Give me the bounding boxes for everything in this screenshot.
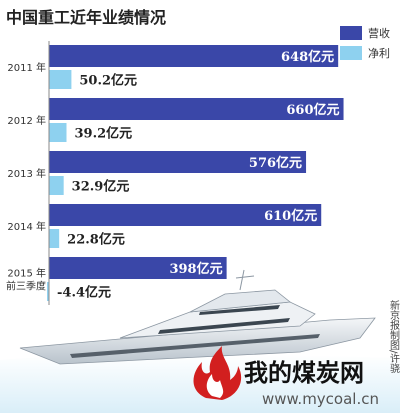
bar-revenue-1 [49, 98, 344, 120]
category-label-3: 2014 年 [7, 220, 46, 233]
legend: 营收 净利 [340, 26, 390, 60]
category-labels: 2011 年 2012 年 2013 年 2014 年 2015 年前三季度 [6, 61, 46, 293]
bar-revenue-4 [49, 257, 227, 279]
category-label-4: 2015 年前三季度 [6, 267, 46, 293]
bar-label-profit-4: -4.4亿元 [57, 285, 111, 301]
bar-profit-4 [47, 282, 50, 301]
bar-revenue-2 [49, 151, 307, 173]
category-label-2: 2013 年 [7, 167, 46, 180]
bar-profit-0 [49, 70, 72, 89]
bar-label-profit-1: 39.2亿元 [74, 126, 132, 142]
bar-label-revenue-2: 576亿元 [249, 155, 302, 171]
bar-profit-1 [49, 123, 67, 142]
category-label-0: 2011 年 [7, 61, 46, 74]
bar-label-revenue-3: 610亿元 [264, 208, 317, 224]
bar-profit-3 [49, 229, 60, 248]
bar-label-profit-0: 50.2亿元 [79, 73, 137, 89]
bar-revenue-0 [49, 45, 339, 67]
bar-revenue-3 [49, 204, 322, 226]
bar-profit-2 [49, 176, 64, 195]
bar-label-profit-2: 32.9亿元 [72, 179, 130, 195]
flame-icon [193, 346, 242, 400]
bar-label-profit-3: 22.8亿元 [67, 232, 125, 248]
bar-label-revenue-4: 398亿元 [169, 261, 222, 277]
watermark-url: www.mycoal.cn [262, 390, 379, 408]
bar-label-revenue-0: 648亿元 [281, 49, 334, 65]
legend-swatch-profit [340, 46, 362, 60]
legend-label-revenue: 营收 [368, 26, 390, 40]
bars-layer: 648亿元 50.2亿元 660亿元 39.2亿元 576亿元 32.9亿元 610亿元 22… [47, 45, 344, 301]
bar-label-revenue-1: 660亿元 [286, 102, 339, 118]
chart-title: 中国重工近年业绩情况 [6, 8, 166, 27]
category-label-1: 2012 年 [7, 114, 46, 127]
watermark-name: 我的煤炭网 [244, 359, 364, 387]
credit-text: 新京报制图/许骁 [388, 299, 400, 374]
watermark: 我的煤炭网 www.mycoal.cn [193, 346, 379, 408]
legend-swatch-revenue [340, 26, 362, 40]
legend-label-profit: 净利 [368, 46, 390, 60]
